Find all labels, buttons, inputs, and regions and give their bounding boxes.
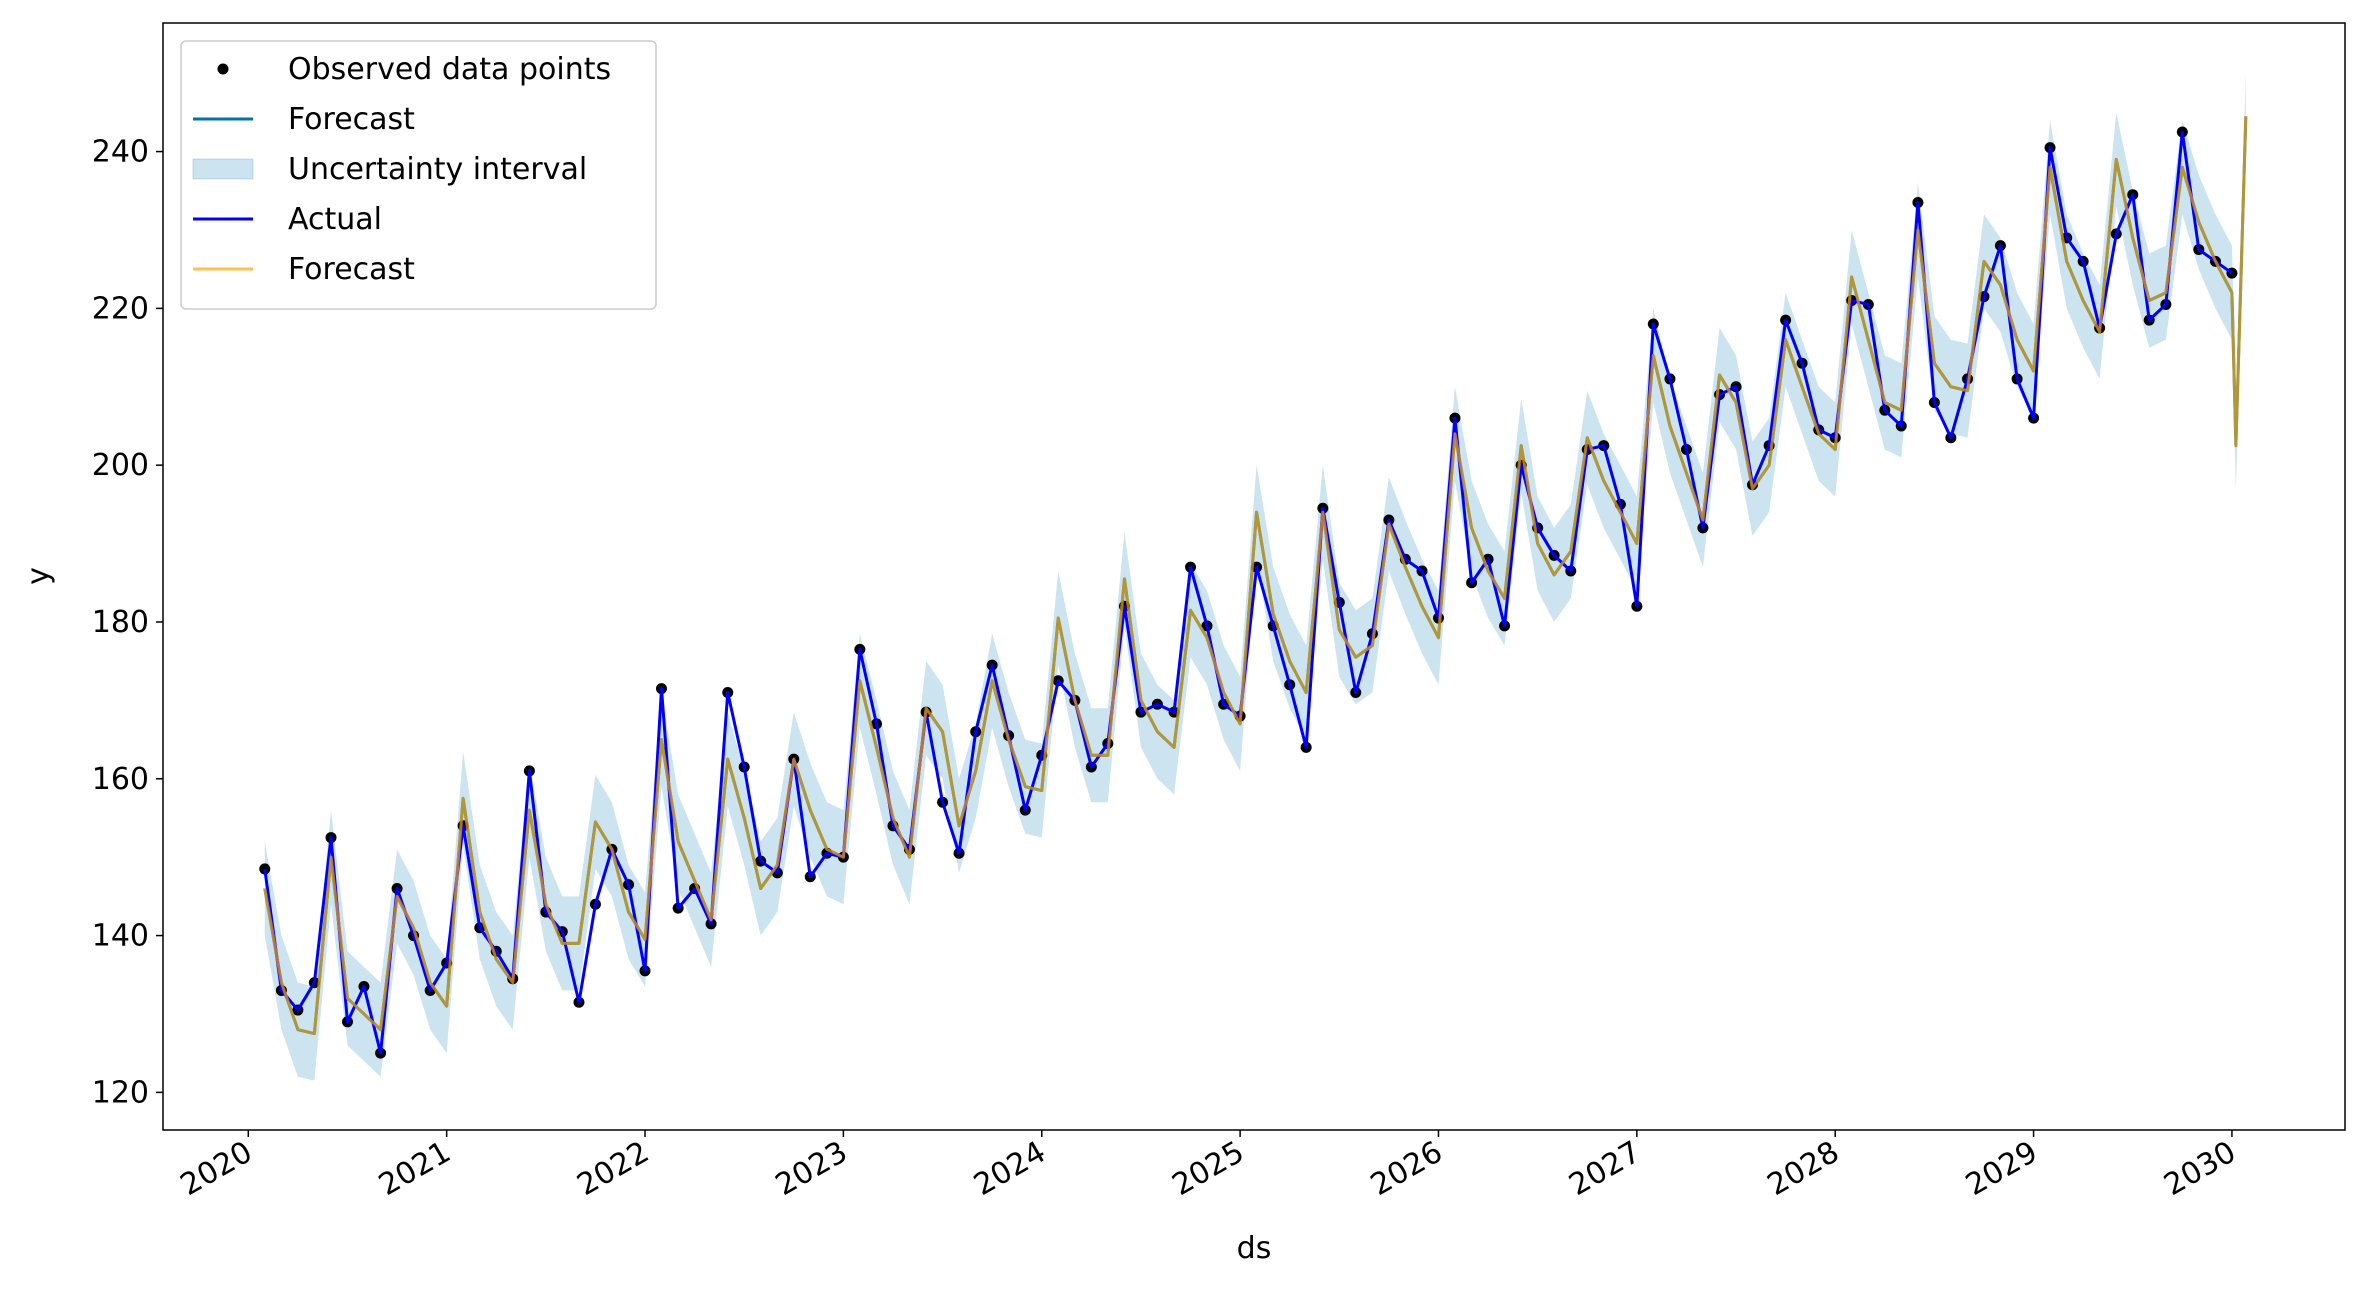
y-tick-label: 140 [92,919,149,954]
y-tick-label: 160 [92,762,149,797]
plot-area [259,73,2248,1081]
legend-label: Observed data points [288,52,611,87]
y-tick-label: 240 [92,135,149,170]
legend: Observed data points Forecast Uncertainty … [180,40,657,310]
y-tick-label: 120 [92,1075,149,1110]
y-tick-label: 180 [92,605,149,640]
y-tick-label: 220 [92,291,149,326]
legend-box [180,40,657,310]
legend-label: Forecast [288,102,415,137]
legend-label: Forecast [288,252,415,287]
legend-swatch [192,158,254,180]
line [263,116,2248,1036]
data-point [259,863,271,875]
y-tick-label: 200 [92,448,149,483]
x-axis-label: ds [1237,1231,1272,1266]
legend-label: Actual [288,202,382,237]
legend-marker [217,63,229,75]
axes-frame [162,22,2346,1131]
legend-label: Uncertainty interval [288,152,587,187]
y-axis-label: y [21,567,56,585]
